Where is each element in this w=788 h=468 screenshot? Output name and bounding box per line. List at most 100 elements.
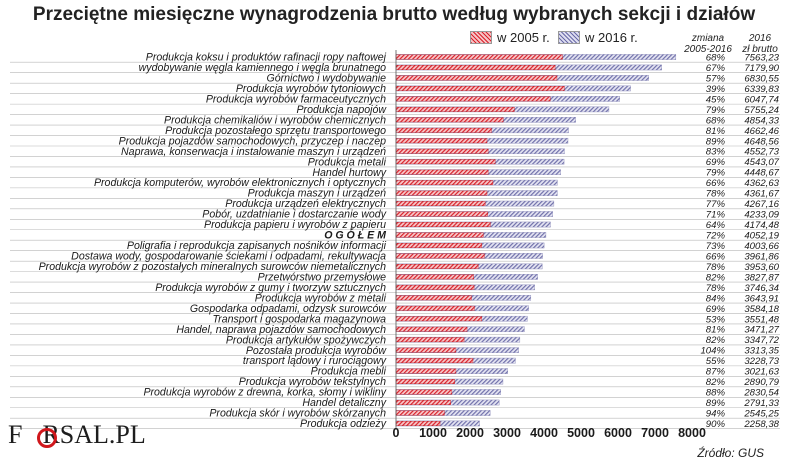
x-tick-label: 4000 bbox=[530, 426, 558, 440]
category-label: Produkcja wyrobów z metali bbox=[255, 292, 387, 304]
value-label: 3313,35 bbox=[744, 346, 779, 357]
change-label: 94% bbox=[706, 408, 726, 419]
value-label: 6339,83 bbox=[744, 84, 779, 95]
category-label: Produkcja wyrobów z gumy i tworzyw sztuc… bbox=[155, 282, 386, 294]
category-label: Górnictwo i wydobywanie bbox=[266, 73, 386, 85]
category-label: Produkcja koksu i produktów rafinacji ro… bbox=[146, 52, 387, 64]
bar-2005 bbox=[395, 253, 485, 259]
value-label: 6830,55 bbox=[744, 73, 779, 84]
category-label: Naprawa, konserwacja i instalowanie masz… bbox=[121, 146, 386, 158]
x-tick-label: 8000 bbox=[678, 426, 706, 440]
value-label: 3953,60 bbox=[744, 262, 779, 273]
change-label: 69% bbox=[706, 157, 726, 168]
category-label: Produkcja napojów bbox=[296, 104, 387, 116]
bar-2005 bbox=[395, 138, 488, 144]
bar-2005 bbox=[395, 86, 565, 91]
category-label: Produkcja maszyn i urządzeń bbox=[248, 188, 386, 200]
category-label: Produkcja pojazdów samochodowych, przycz… bbox=[119, 135, 386, 147]
bar-2005 bbox=[395, 400, 451, 405]
bar-2005 bbox=[395, 65, 556, 70]
bar-2005 bbox=[395, 358, 474, 364]
bar-2005 bbox=[395, 410, 445, 416]
bar-2005 bbox=[395, 264, 479, 269]
bar-2005 bbox=[395, 284, 475, 290]
category-label: Pozostała produkcja wyrobów bbox=[246, 345, 387, 357]
change-label: 55% bbox=[706, 356, 726, 367]
value-label: 6047,74 bbox=[744, 94, 779, 105]
bar-2005 bbox=[395, 389, 453, 395]
change-label: 72% bbox=[706, 230, 726, 241]
change-label: 81% bbox=[706, 126, 726, 137]
change-label: 53% bbox=[706, 314, 726, 325]
forsal-logo: F RSAL.PL bbox=[8, 420, 146, 450]
change-label: 78% bbox=[706, 283, 726, 294]
change-label: 83% bbox=[706, 147, 726, 158]
legend-label-2005: w 2005 r. bbox=[497, 30, 550, 45]
value-label: 4362,63 bbox=[744, 178, 779, 189]
value-header-line2: zł brutto bbox=[742, 44, 778, 55]
change-label: 90% bbox=[706, 419, 726, 430]
change-label: 57% bbox=[706, 73, 726, 84]
value-label: 2258,38 bbox=[743, 419, 779, 430]
bar-2005 bbox=[395, 222, 491, 227]
chart-title: Przeciętne miesięczne wynagrodzenia brut… bbox=[32, 4, 756, 25]
value-label: 3584,18 bbox=[744, 304, 779, 315]
change-label: 66% bbox=[706, 251, 726, 262]
change-label: 89% bbox=[706, 136, 726, 147]
category-label: Produkcja pozostałego sprzętu transporto… bbox=[165, 125, 386, 137]
change-label: 78% bbox=[706, 262, 726, 273]
change-label: 82% bbox=[706, 335, 726, 346]
value-label: 4662,46 bbox=[744, 126, 779, 137]
category-label: Produkcja wyrobów z pozostałych mineraln… bbox=[39, 261, 386, 273]
value-label: 4854,33 bbox=[744, 115, 779, 126]
bar-2005 bbox=[395, 127, 492, 133]
value-label: 3827,87 bbox=[744, 272, 779, 283]
category-label: Produkcja papieru i wyrobów z papieru bbox=[204, 219, 386, 231]
bar-2005 bbox=[395, 180, 494, 186]
value-label: 4003,66 bbox=[744, 241, 779, 252]
change-header-line1: zmiana bbox=[691, 33, 725, 44]
change-label: 67% bbox=[706, 63, 726, 74]
category-label: Handel detaliczny bbox=[302, 397, 386, 409]
category-label: Produkcja wyrobów z drewna, korka, słomy… bbox=[143, 387, 386, 399]
change-label: 79% bbox=[706, 168, 726, 179]
change-column-header: zmiana 2005-2016 bbox=[683, 33, 733, 55]
change-label: 73% bbox=[706, 241, 726, 252]
bar-2005 bbox=[395, 295, 472, 301]
change-label: 78% bbox=[706, 189, 726, 200]
category-label: Produkcja artykułów spożywczych bbox=[226, 334, 386, 346]
value-label: 4648,56 bbox=[744, 136, 779, 147]
value-label: 4174,48 bbox=[744, 220, 779, 231]
change-label: 104% bbox=[700, 346, 725, 357]
value-header-line1: 2016 bbox=[748, 33, 772, 44]
change-label: 39% bbox=[706, 84, 726, 95]
bar-2005 bbox=[395, 347, 457, 353]
value-label: 2545,25 bbox=[743, 408, 779, 419]
category-label: Poligrafia i reprodukcja zapisanych nośn… bbox=[127, 240, 387, 252]
category-label: Handel, naprawa pojazdów samochodowych bbox=[176, 324, 386, 336]
x-tick-label: 2000 bbox=[456, 426, 484, 440]
change-label: 68% bbox=[706, 53, 726, 64]
category-label: Produkcja odzieży bbox=[300, 418, 387, 430]
x-tick-label: 5000 bbox=[567, 426, 595, 440]
change-label: 84% bbox=[706, 293, 726, 304]
x-tick-label: 1000 bbox=[419, 426, 447, 440]
value-label: 4267,16 bbox=[744, 199, 779, 210]
value-label: 3228,73 bbox=[744, 356, 779, 367]
bar-2005 bbox=[395, 337, 465, 343]
value-label: 3961,86 bbox=[744, 251, 779, 262]
bar-2005 bbox=[395, 232, 484, 238]
bar-2005 bbox=[395, 368, 457, 374]
bar-2005 bbox=[395, 379, 456, 384]
value-label: 4233,09 bbox=[744, 210, 779, 221]
bar-2005 bbox=[395, 211, 488, 217]
logo-text-left: F bbox=[8, 420, 23, 449]
bar-2005 bbox=[395, 54, 563, 60]
change-label: 68% bbox=[706, 115, 726, 126]
value-label: 7179,90 bbox=[744, 63, 779, 74]
x-tick-label: 7000 bbox=[641, 426, 669, 440]
bar-2005 bbox=[395, 326, 468, 332]
x-tick-label: 6000 bbox=[604, 426, 632, 440]
value-label: 3021,63 bbox=[744, 367, 779, 378]
